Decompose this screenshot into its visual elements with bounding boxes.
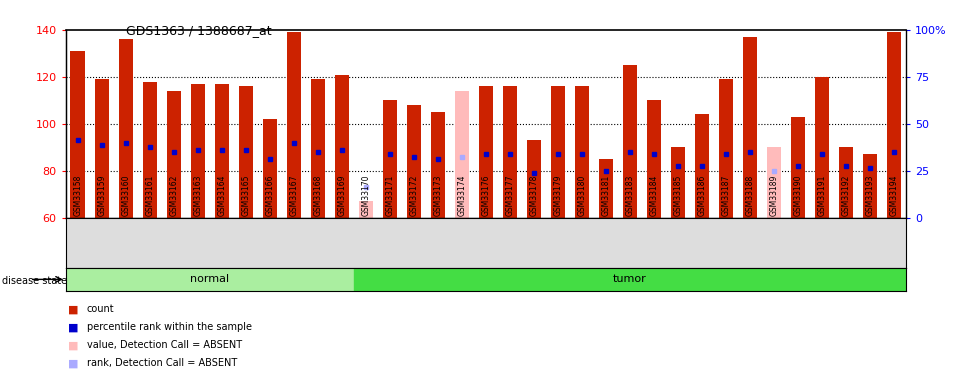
Bar [166,91,181,218]
Bar [623,65,638,218]
Bar [647,100,661,218]
Bar [526,140,541,218]
Bar [599,159,613,218]
Bar [431,112,445,218]
Text: GDS1363 / 1388687_at: GDS1363 / 1388687_at [126,24,271,38]
Bar [358,201,373,217]
Bar [791,117,806,218]
Bar [575,86,589,218]
Text: percentile rank within the sample: percentile rank within the sample [87,322,252,332]
Bar [311,79,325,218]
Text: value, Detection Call = ABSENT: value, Detection Call = ABSENT [87,340,242,350]
Bar [479,86,493,218]
Bar [190,84,205,218]
Bar [455,91,469,218]
Bar [838,147,853,218]
Text: ■: ■ [68,340,78,350]
Bar [743,37,757,218]
Bar [71,51,85,217]
Bar [719,79,733,218]
Bar [214,84,229,218]
Bar [383,100,397,218]
Bar [407,105,421,218]
Text: count: count [87,304,115,314]
Text: ■: ■ [68,358,78,368]
Bar [239,86,253,218]
Bar [887,32,901,218]
Text: tumor: tumor [613,274,647,284]
Text: disease state: disease state [2,276,67,285]
Text: normal: normal [190,274,229,284]
Bar [263,119,277,218]
Bar [354,268,918,291]
Bar [95,79,109,218]
Bar [143,82,156,218]
Bar [695,114,709,218]
Text: rank, Detection Call = ABSENT: rank, Detection Call = ABSENT [87,358,238,368]
Bar [670,147,685,218]
Text: ■: ■ [68,304,78,314]
Text: ■: ■ [68,322,78,332]
Bar [66,268,354,291]
Bar [502,86,517,218]
Bar [551,86,565,218]
Bar [334,75,349,217]
Bar [815,77,829,218]
Bar [119,39,133,218]
Bar [287,32,301,218]
Bar [863,154,877,218]
Bar [767,147,781,218]
